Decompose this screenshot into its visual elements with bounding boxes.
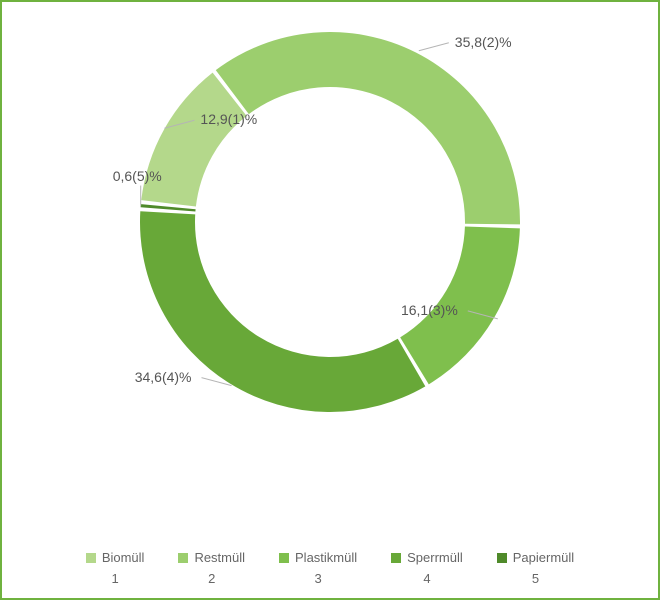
- legend-label-4: Sperrmüll: [407, 550, 463, 565]
- chart-stage: 12,9(1)% 35,8(2)% 16,1(3)% 34,6(4)% 0,6(5)%: [2, 2, 658, 512]
- legend-index-5: 5: [497, 571, 574, 586]
- legend-index-1: 1: [86, 571, 145, 586]
- slice-label-1: 12,9(1)%: [200, 111, 257, 127]
- legend-item-1: Biomüll 1: [86, 550, 145, 586]
- legend-index-3: 3: [279, 571, 357, 586]
- chart-frame: 12,9(1)%35,8(2)%16,1(3)%34,6(4)%0,6(5)% …: [0, 0, 660, 600]
- legend-index-2: 2: [178, 571, 245, 586]
- legend-item-3: Plastikmüll 3: [279, 550, 357, 586]
- legend-item-5: Papiermüll 5: [497, 550, 574, 586]
- legend-swatch-3: [279, 553, 289, 563]
- slice-label-4: 34,6(4)%: [135, 369, 192, 385]
- legend-label-2: Restmüll: [194, 550, 245, 565]
- legend-label-1: Biomüll: [102, 550, 145, 565]
- legend: Biomüll 1 Restmüll 2 Plastikmüll 3 Sperrmüll 4 P…: [2, 550, 658, 586]
- legend-index-4: 4: [391, 571, 463, 586]
- slice-label-3: 16,1(3)%: [401, 302, 458, 318]
- legend-swatch-1: [86, 553, 96, 563]
- legend-item-2: Restmüll 2: [178, 550, 245, 586]
- legend-label-3: Plastikmüll: [295, 550, 357, 565]
- slice-label-5: 0,6(5)%: [113, 168, 162, 184]
- legend-swatch-4: [391, 553, 401, 563]
- slice-label-2: 35,8(2)%: [455, 34, 512, 50]
- legend-swatch-2: [178, 553, 188, 563]
- legend-item-4: Sperrmüll 4: [391, 550, 463, 586]
- legend-swatch-5: [497, 553, 507, 563]
- legend-label-5: Papiermüll: [513, 550, 574, 565]
